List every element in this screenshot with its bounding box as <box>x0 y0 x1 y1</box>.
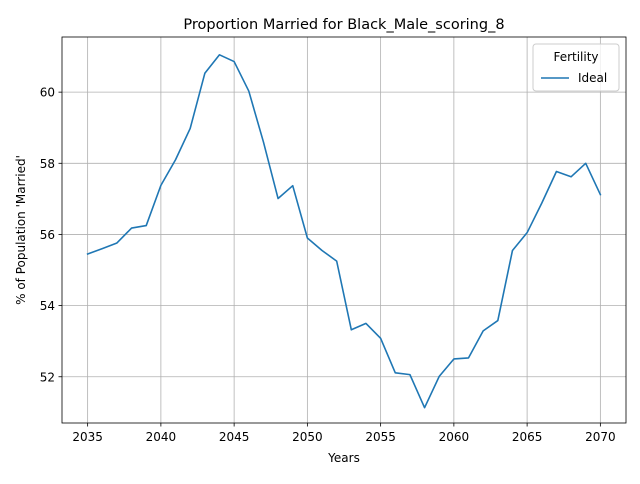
x-tick-label: 2065 <box>512 430 543 444</box>
x-tick-label: 2070 <box>585 430 616 444</box>
x-tick-label: 2060 <box>439 430 470 444</box>
series-line-1 <box>86 53 602 409</box>
y-tick-label: 58 <box>40 157 55 171</box>
y-tick-label: 52 <box>40 370 55 384</box>
x-tick-label: 2035 <box>72 430 103 444</box>
chart-title: Proportion Married for Black_Male_scorin… <box>183 17 504 33</box>
x-tick-label: 2055 <box>365 430 396 444</box>
series-layer <box>86 53 602 409</box>
x-tick-label: 2045 <box>219 430 250 444</box>
x-tick-label: 2050 <box>292 430 323 444</box>
y-tick-label: 60 <box>40 86 55 100</box>
y-tick-label: 54 <box>40 299 55 313</box>
legend-box <box>532 43 620 92</box>
legend-entry-label: Ideal <box>578 71 607 85</box>
y-axis-ticks: 52 54 56 58 60 <box>40 86 62 384</box>
legend: Fertility Ideal <box>532 43 620 92</box>
y-tick-label: 56 <box>40 228 55 242</box>
grid <box>62 37 626 423</box>
plot-frame <box>61 36 627 424</box>
x-tick-label: 2040 <box>146 430 177 444</box>
x-axis-label: Years <box>327 451 360 465</box>
x-axis-ticks: 2035 2040 2045 2050 2055 2060 2065 2070 <box>72 423 616 444</box>
y-axis-label: % of Population 'Married' <box>14 155 28 305</box>
legend-title: Fertility <box>553 50 598 64</box>
